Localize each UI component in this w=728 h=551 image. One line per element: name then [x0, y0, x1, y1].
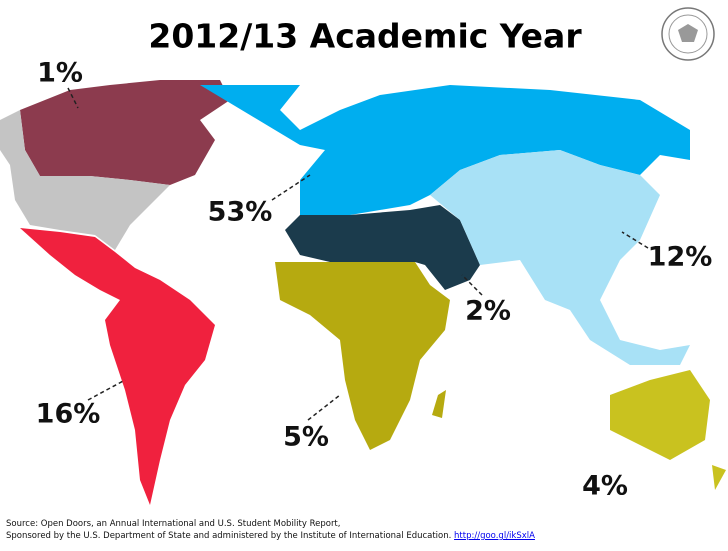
region-oceania [610, 370, 710, 460]
percent-label: 12% [648, 242, 713, 273]
region-europe [200, 85, 690, 215]
region-africa [275, 262, 450, 450]
leader-line [621, 231, 649, 249]
region-usa [0, 110, 170, 250]
percent-label: 16% [36, 399, 101, 430]
percent-label: 5% [283, 422, 329, 453]
percent-label: 53% [208, 197, 273, 228]
source: Source: Open Doors, an Annual Internatio… [6, 518, 535, 542]
title: 2012/13 Academic Year [148, 17, 582, 56]
leader-line [461, 274, 483, 296]
percent-label: 4% [582, 471, 628, 502]
source-line: Sponsored by the U.S. Department of Stat… [6, 530, 535, 542]
source-text: Sponsored by the U.S. Department of Stat… [6, 531, 452, 541]
percent-label: 1% [37, 58, 83, 89]
region-madagascar [432, 390, 446, 418]
leader-line [307, 394, 341, 421]
percent-label: 2% [465, 296, 511, 327]
region-canada [20, 80, 230, 185]
source-line: Source: Open Doors, an Annual Internatio… [6, 519, 341, 529]
leader-line [67, 87, 79, 109]
region-latam [20, 228, 215, 505]
seal [661, 7, 715, 61]
leader-line [271, 174, 311, 201]
region-nz [712, 465, 726, 490]
leader-line [87, 379, 126, 401]
source-link[interactable]: http://goo.gl/ikSxlA [454, 531, 535, 541]
region-mena [285, 205, 480, 290]
region-asia [430, 150, 690, 365]
